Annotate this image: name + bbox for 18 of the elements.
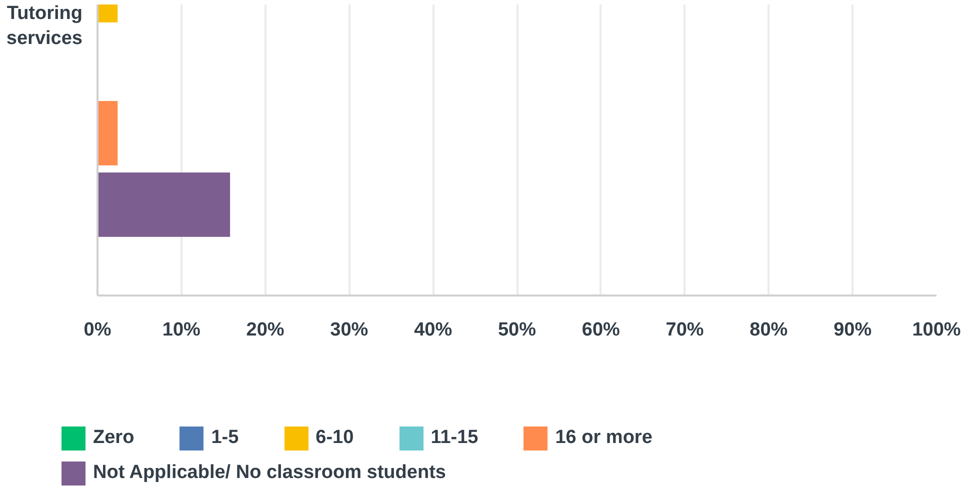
y-tick-label: Tutoring services: [6, 2, 83, 50]
x-tick-label: 20%: [246, 320, 284, 340]
x-tick-label: 70%: [666, 320, 704, 340]
legend-label: 16 or more: [555, 426, 652, 450]
legend-label: 11-15: [430, 426, 478, 450]
x-tick-label: 100%: [912, 320, 961, 340]
x-tick-label: 40%: [414, 320, 452, 340]
x-tick-label: 30%: [330, 320, 368, 340]
x-tick-label: 80%: [750, 320, 788, 340]
x-tick-label: 0%: [84, 320, 112, 340]
x-tick-label: 60%: [582, 320, 620, 340]
legend-label: Not Applicable/ No classroom students: [93, 461, 446, 485]
x-tick-label: 10%: [162, 320, 201, 340]
legend-label: 6-10: [316, 426, 354, 450]
legend-label: Zero: [93, 426, 134, 450]
x-tick-label: 50%: [498, 320, 536, 340]
x-tick-label: 90%: [834, 320, 872, 340]
legend-label: 1-5: [211, 426, 239, 450]
